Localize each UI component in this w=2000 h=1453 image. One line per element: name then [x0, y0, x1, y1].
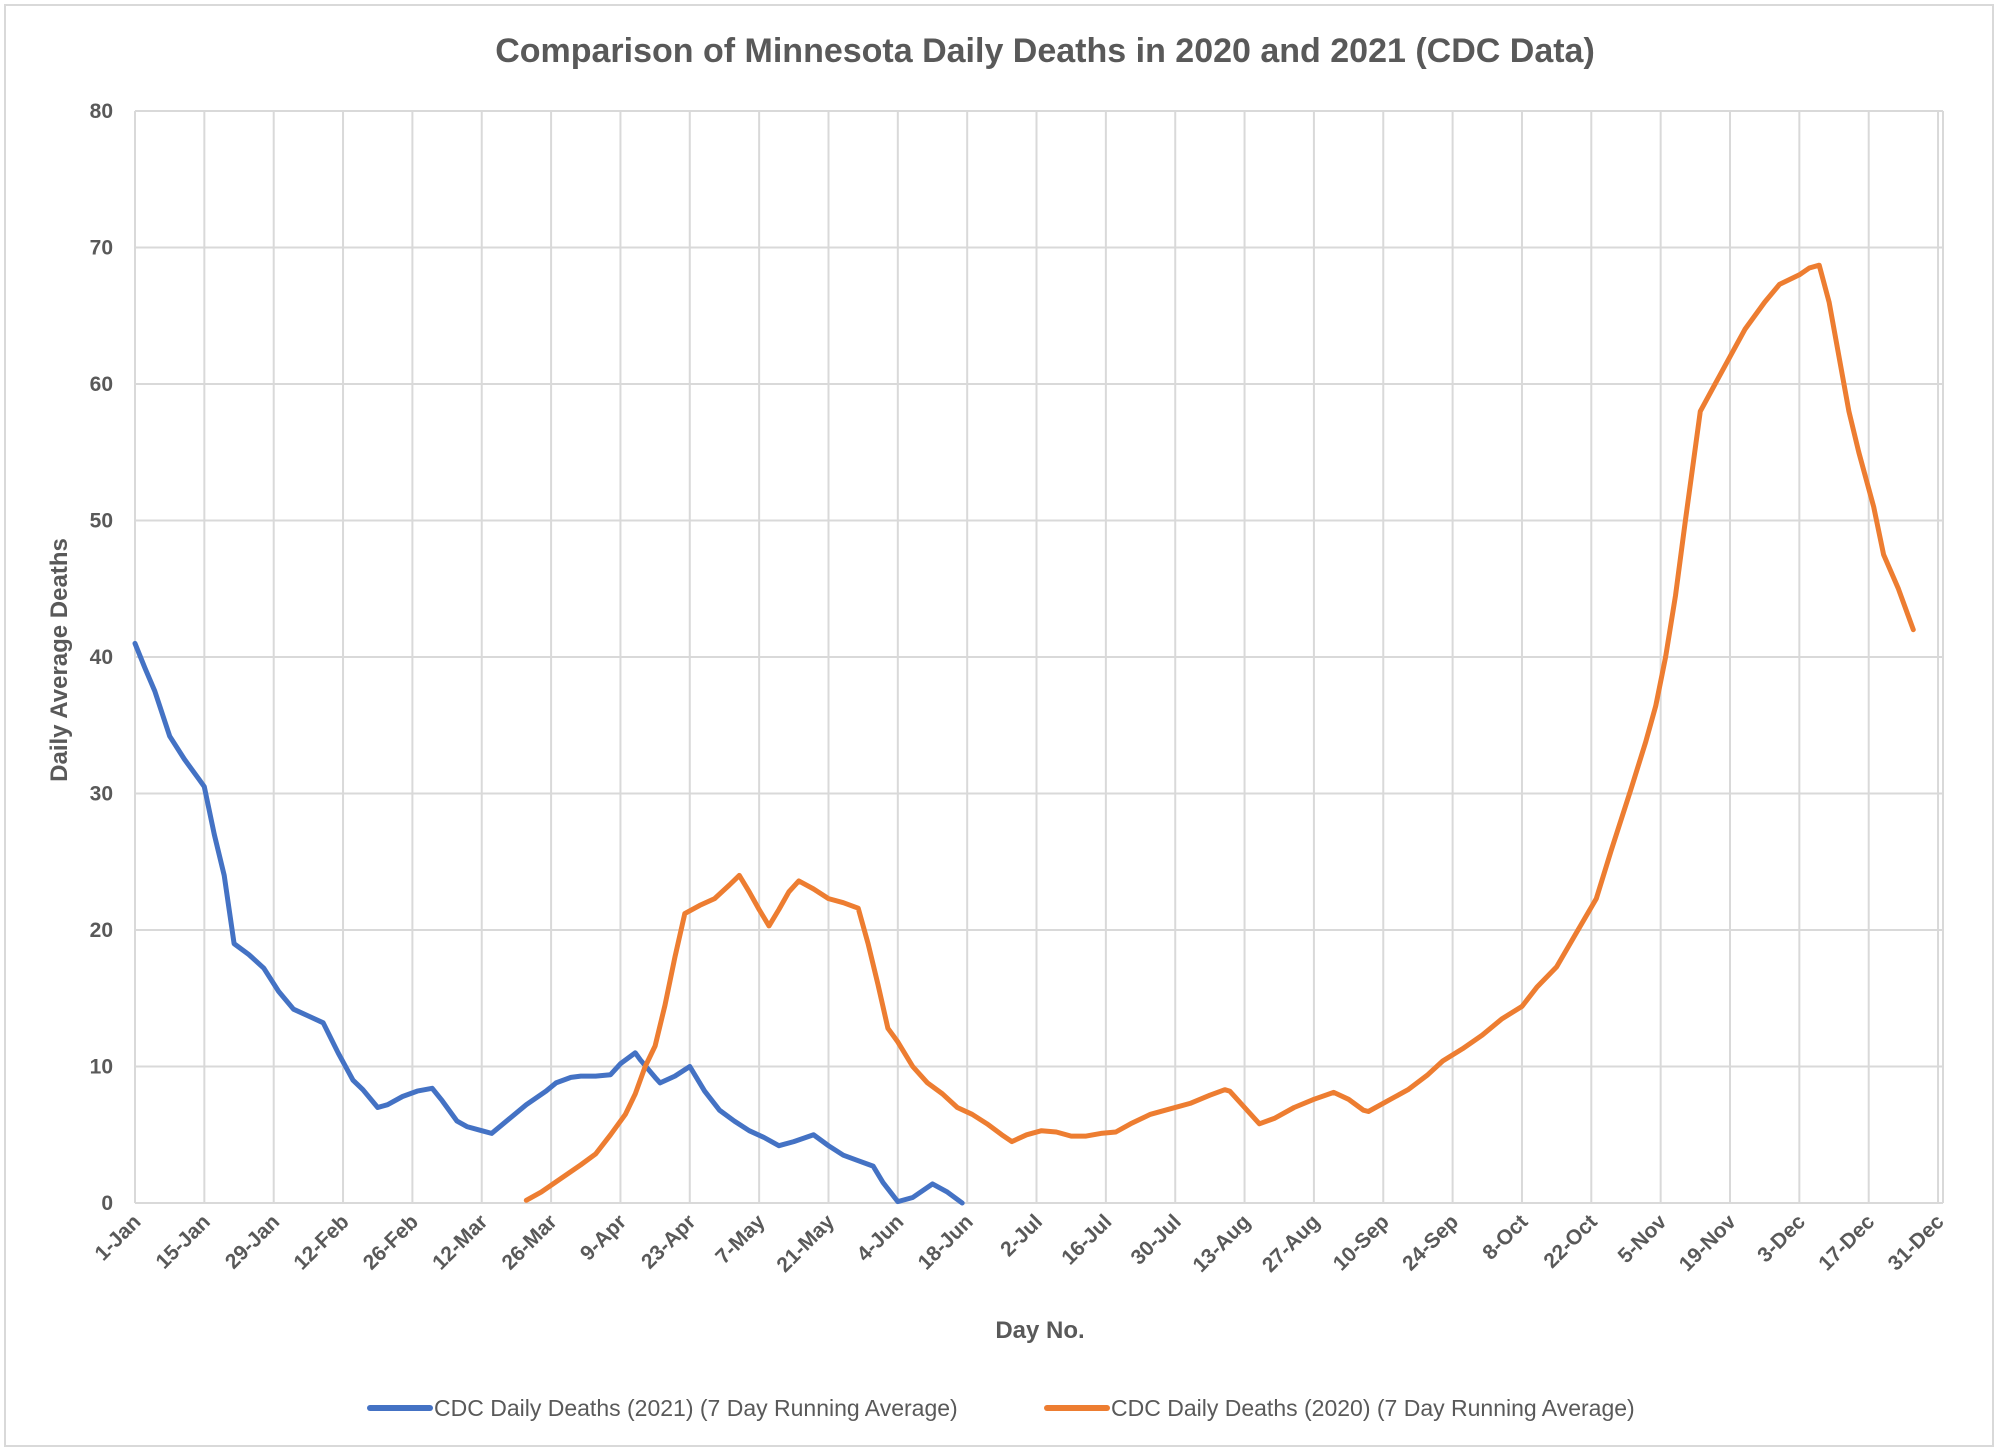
y-tick-label: 20 [90, 919, 113, 942]
y-tick-label: 10 [90, 1056, 113, 1079]
x-tick-label: 30-Jul [1127, 1210, 1186, 1269]
x-tick-label: 16-Jul [1057, 1210, 1116, 1269]
legend: CDC Daily Deaths (2021) (7 Day Running A… [367, 1395, 1635, 1421]
x-tick-label: 22-Oct [1539, 1210, 1601, 1272]
y-tick-label: 50 [90, 510, 113, 533]
x-tick-label: 12-Mar [428, 1210, 492, 1274]
x-tick-label: 3-Dec [1753, 1210, 1810, 1267]
y-tick-label: 60 [90, 373, 113, 396]
series-line-2021 [132, 640, 965, 1206]
legend-label: CDC Daily Deaths (2021) (7 Day Running A… [434, 1395, 958, 1421]
legend-label: CDC Daily Deaths (2020) (7 Day Running A… [1111, 1395, 1635, 1421]
x-tick-label: 12-Feb [289, 1210, 353, 1274]
x-tick-label: 8-Oct [1478, 1210, 1532, 1264]
x-axis-ticks: 1-Jan 15-Jan 29-Jan 12-Feb 26-Feb 12-Mar 26-Ma… [90, 1210, 1948, 1277]
x-tick-label: 26-Mar [497, 1210, 561, 1274]
x-tick-label: 24-Sep [1398, 1210, 1463, 1275]
series-line-2020 [523, 262, 1916, 1203]
x-tick-label: 31-Dec [1884, 1210, 1949, 1275]
x-tick-label: 27-Aug [1258, 1210, 1325, 1277]
chart-frame [4, 4, 1994, 1447]
y-axis-title: Daily Average Deaths [46, 538, 73, 782]
y-tick-label: 70 [90, 237, 113, 260]
x-tick-label: 23-Apr [637, 1210, 700, 1273]
x-tick-label: 15-Jan [152, 1210, 215, 1273]
y-tick-label: 0 [101, 1192, 113, 1215]
x-tick-label: 4-Jun [852, 1210, 908, 1266]
y-axis-ticks: 0 10 20 30 40 50 60 70 80 [90, 100, 113, 1215]
x-tick-label: 10-Sep [1329, 1210, 1394, 1275]
x-tick-label: 26-Feb [359, 1210, 423, 1274]
x-axis-title: Day No. [995, 1317, 1084, 1344]
x-tick-label: 21-May [772, 1210, 839, 1277]
y-tick-label: 80 [90, 100, 113, 123]
x-tick-label: 9-Apr [576, 1210, 631, 1265]
x-tick-label: 5-Nov [1614, 1210, 1672, 1268]
gridlines [134, 110, 1944, 1204]
chart-title: Comparison of Minnesota Daily Deaths in … [495, 32, 1595, 70]
x-tick-label: 7-May [711, 1210, 770, 1269]
x-tick-label: 13-Aug [1189, 1210, 1256, 1277]
y-tick-label: 30 [90, 783, 113, 806]
x-tick-label: 1-Jan [90, 1210, 145, 1265]
x-tick-label: 18-Jun [914, 1210, 978, 1274]
y-tick-label: 40 [90, 646, 113, 669]
x-tick-label: 2-Jul [996, 1210, 1047, 1261]
x-tick-label: 29-Jan [221, 1210, 284, 1273]
x-tick-label: 17-Dec [1814, 1210, 1879, 1275]
x-tick-label: 19-Nov [1675, 1210, 1741, 1276]
series-lines [132, 262, 1916, 1206]
